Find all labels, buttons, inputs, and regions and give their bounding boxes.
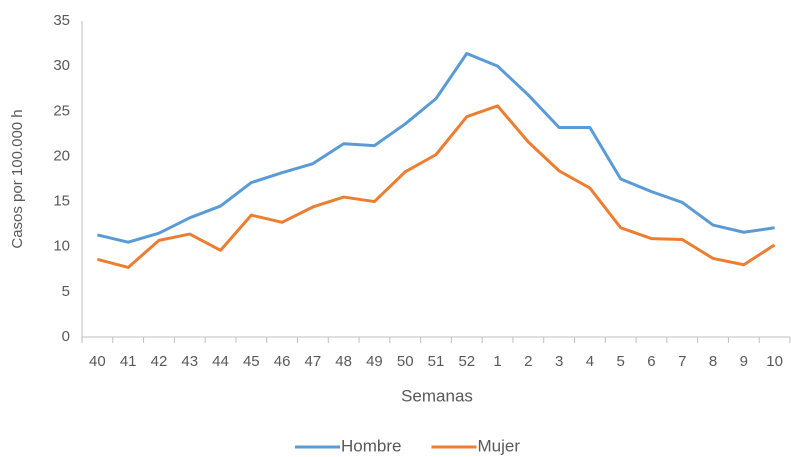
x-tick-label: 5 <box>617 353 625 370</box>
x-tick-label: 7 <box>678 353 686 370</box>
x-tick-label: 40 <box>89 353 106 370</box>
x-tick-label: 49 <box>366 353 383 370</box>
x-tick-label: 46 <box>274 353 291 370</box>
x-tick-label: 45 <box>243 353 260 370</box>
y-tick-label: 25 <box>53 102 70 119</box>
x-tick-label: 48 <box>335 353 352 370</box>
x-tick-label: 47 <box>305 353 322 370</box>
x-tick-label: 51 <box>428 353 445 370</box>
x-tick-label: 8 <box>709 353 717 370</box>
x-axis-title: Semanas <box>401 386 473 405</box>
y-tick-label: 35 <box>53 12 70 29</box>
y-tick-label: 10 <box>53 238 70 255</box>
series-line <box>97 104 776 269</box>
y-tick-label: 30 <box>53 57 70 74</box>
y-tick-label: 20 <box>53 147 70 164</box>
y-tick-label: 5 <box>62 283 70 300</box>
x-tick-label: 4 <box>586 353 594 370</box>
x-tick-label: 52 <box>458 353 475 370</box>
x-tick-label: 44 <box>212 353 229 370</box>
x-tick-label: 50 <box>397 353 414 370</box>
x-tick-label: 2 <box>524 353 532 370</box>
x-tick-label: 42 <box>151 353 168 370</box>
x-tick-label: 6 <box>647 353 655 370</box>
x-tick-label: 41 <box>120 353 137 370</box>
y-axis-title: Casos por 100.000 h <box>9 109 26 248</box>
legend-label: Mujer <box>477 436 520 455</box>
x-tick-label: 3 <box>555 353 563 370</box>
x-tick-label: 1 <box>493 353 501 370</box>
x-tick-label: 43 <box>181 353 198 370</box>
y-tick-label: 15 <box>53 193 70 210</box>
y-tick-label: 0 <box>62 328 70 345</box>
x-tick-label: 9 <box>740 353 748 370</box>
series-line <box>97 52 775 244</box>
x-tick-label: 10 <box>766 353 783 370</box>
legend-label: Hombre <box>341 436 401 455</box>
